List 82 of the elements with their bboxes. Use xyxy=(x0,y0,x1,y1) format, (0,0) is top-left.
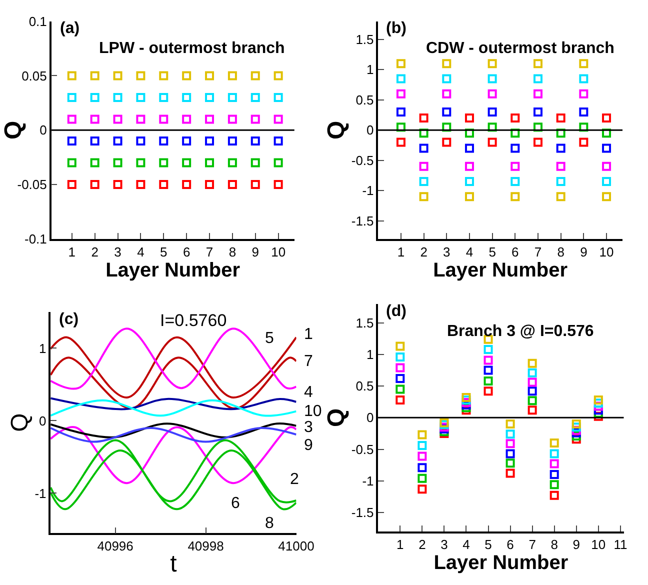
text: Branch 3 @ I=0.576 xyxy=(447,323,594,340)
series-label: 2 xyxy=(290,471,299,488)
y-tick-label: -0.05 xyxy=(17,177,47,192)
x-tick-label: 3 xyxy=(440,536,448,552)
y-tick-label: -1 xyxy=(34,486,46,501)
text: CDW - outermost branch xyxy=(426,40,614,57)
x-tick-label: 6 xyxy=(512,244,519,260)
series-label: 4 xyxy=(304,384,313,401)
x-tick-label: 4 xyxy=(137,244,144,260)
y-tick-label: 1 xyxy=(366,347,374,362)
x-tick-label: 4 xyxy=(466,244,474,260)
y-tick-label: -0.1 xyxy=(24,232,47,247)
x-tick-label: 1 xyxy=(68,244,76,260)
y-tick-label: 0 xyxy=(366,122,374,138)
y-tick-label: 0 xyxy=(40,122,47,138)
chart-title: I=0.5760 xyxy=(160,311,227,330)
x-tick-label: 7 xyxy=(528,536,536,552)
y-tick-label: 0 xyxy=(366,410,374,426)
y-tick-label: 1 xyxy=(366,62,374,78)
x-tick-label: 40996 xyxy=(97,538,134,554)
annotation: (a) xyxy=(60,20,80,37)
x-tick-label: 4 xyxy=(462,536,470,552)
y-tick-label: -0.5 xyxy=(351,152,374,168)
x-tick-label: 6 xyxy=(182,244,190,260)
series-label: 3 xyxy=(304,419,313,436)
y-tick-label: 0.05 xyxy=(22,68,47,84)
x-tick-label: 9 xyxy=(580,244,588,260)
x-tick-label: 8 xyxy=(228,244,236,260)
y-tick-label: 0.5 xyxy=(356,378,374,394)
annotation: (c) xyxy=(59,311,79,328)
x-tick-label: 10 xyxy=(599,244,614,260)
x-tick-label: 6 xyxy=(506,536,514,552)
x-tick-label: 2 xyxy=(91,244,98,260)
x-tick-label: 3 xyxy=(114,244,122,260)
y-tick-label: -1 xyxy=(362,473,374,488)
x-axis-title: Layer Number xyxy=(106,259,240,282)
y-tick-label: -0.5 xyxy=(351,442,374,457)
series-label: 8 xyxy=(265,515,274,532)
x-tick-label: 7 xyxy=(206,244,214,260)
x-tick-label: 2 xyxy=(420,244,428,260)
y-axis-title: Q xyxy=(322,408,350,428)
x-tick-label: 10 xyxy=(271,244,286,260)
x-tick-label: 8 xyxy=(557,244,564,260)
x-tick-label: 9 xyxy=(252,244,259,260)
y-axis-title: Q xyxy=(322,120,350,140)
x-axis-title: Layer Number xyxy=(434,552,568,574)
x-axis-title: t xyxy=(170,550,178,578)
series-label: 10 xyxy=(304,403,322,420)
x-tick-label: 3 xyxy=(443,244,450,260)
y-tick-label: -1.5 xyxy=(351,213,374,228)
x-tick-label: 5 xyxy=(484,536,492,552)
x-tick-label: 7 xyxy=(534,244,542,260)
series-label: 1 xyxy=(304,326,313,343)
series-label: 5 xyxy=(265,330,274,347)
x-tick-label: 11 xyxy=(614,536,628,552)
y-tick-label: 1 xyxy=(39,340,46,356)
x-tick-label: 2 xyxy=(418,536,426,552)
x-tick-label: 40998 xyxy=(188,538,224,554)
series-label: 7 xyxy=(304,353,313,370)
x-tick-label: 8 xyxy=(550,536,558,552)
y-tick-label: 1.5 xyxy=(356,32,374,47)
y-axis-title: Q xyxy=(6,413,34,432)
x-tick-label: 1 xyxy=(396,536,404,552)
x-tick-label: 41000 xyxy=(278,538,314,554)
series-label: 9 xyxy=(304,437,313,454)
x-axis-title: Layer Number xyxy=(433,259,568,282)
x-tick-label: 5 xyxy=(160,244,168,260)
x-tick-label: 10 xyxy=(591,536,606,552)
annotation: (b) xyxy=(386,20,406,37)
text: LPW - outermost branch xyxy=(99,40,285,57)
y-tick-label: 0 xyxy=(39,413,46,428)
x-tick-label: 5 xyxy=(488,244,496,260)
y-tick-label: -1 xyxy=(362,183,374,198)
y-axis-title: Q xyxy=(0,120,27,140)
x-tick-label: 1 xyxy=(397,244,405,260)
x-tick-label: 9 xyxy=(572,536,580,552)
y-tick-label: 1.5 xyxy=(356,315,374,330)
y-tick-label: -1.5 xyxy=(351,505,374,520)
annotation: (d) xyxy=(386,303,406,320)
series-label: 6 xyxy=(231,495,240,512)
y-tick-label: 0.5 xyxy=(356,92,374,108)
y-tick-label: 0.1 xyxy=(28,14,47,29)
